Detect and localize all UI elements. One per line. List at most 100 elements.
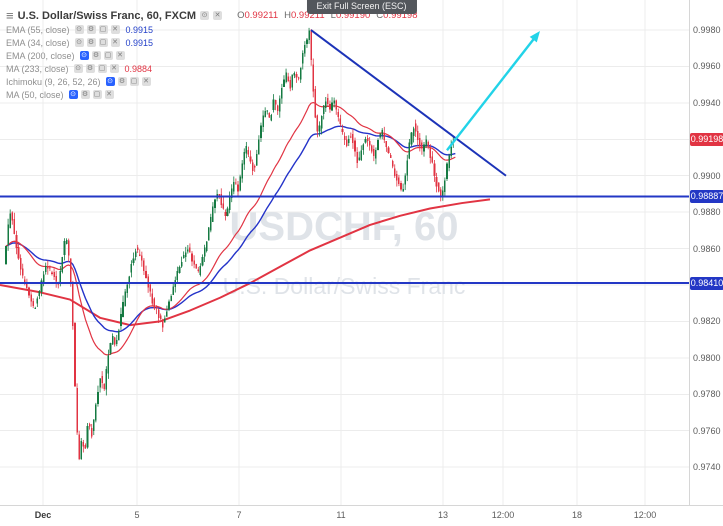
candle-body: [408, 142, 411, 159]
settings-icon[interactable]: ⚙: [85, 64, 95, 73]
indicator-row[interactable]: EMA (34, close) ⊙ ⚙ ▢ ✕ 0.9915: [6, 36, 418, 49]
indicator-value: 0.9884: [124, 63, 153, 74]
ohlc-readout: O0.99211 H0.99211 L0.99190 C0.99198: [231, 10, 417, 21]
candle-body: [178, 267, 181, 274]
indicator-row[interactable]: MA (233, close) ⊙ ⚙ ▢ ✕ 0.9884: [6, 62, 418, 75]
settings-icon[interactable]: ⚙: [91, 51, 101, 60]
settings-icon[interactable]: ⚙: [117, 77, 127, 86]
candle-body: [293, 73, 296, 76]
candle-body: [230, 188, 233, 199]
chart-canvas[interactable]: USDCHF, 60 U.S. Dollar/Swiss Franc: [0, 0, 689, 505]
visibility-icon[interactable]: ⊙: [73, 64, 83, 73]
candle-body: [134, 251, 137, 258]
delete-icon[interactable]: ✕: [104, 90, 114, 99]
close-icon[interactable]: ✕: [213, 11, 223, 20]
candle-body: [337, 111, 340, 118]
candle-body: [429, 147, 432, 158]
candle-body: [128, 276, 131, 284]
candle-body: [360, 150, 363, 161]
style-icon[interactable]: ▢: [97, 64, 107, 73]
candle-body: [318, 125, 321, 132]
candle-body: [103, 384, 106, 390]
indicator-name: EMA (55, close): [6, 24, 70, 35]
projection-arrow-head[interactable]: [529, 30, 540, 43]
candle-body: [345, 139, 348, 146]
candle-body: [82, 442, 85, 447]
visibility-icon[interactable]: ⊙: [74, 38, 84, 47]
visibility-icon[interactable]: ⊙: [68, 90, 78, 99]
indicator-row[interactable]: EMA (200, close) ⊙ ⚙ ▢ ✕: [6, 49, 418, 62]
candle-body: [36, 298, 39, 304]
candle-body: [109, 343, 112, 354]
delete-icon[interactable]: ✕: [110, 38, 120, 47]
visibility-icon[interactable]: ⊙: [79, 51, 89, 60]
indicator-value: 0.9915: [125, 24, 154, 35]
indicator-row[interactable]: Ichimoku (9, 26, 52, 26) ⊙ ⚙ ▢ ✕: [6, 75, 418, 88]
ohlc-open-value: 0.99211: [244, 10, 279, 21]
candle-body: [30, 294, 32, 302]
delete-icon[interactable]: ✕: [141, 77, 151, 86]
time-tick-label: 11: [336, 510, 346, 520]
candle-body: [53, 271, 55, 277]
price-chart[interactable]: USDCHF, 60 U.S. Dollar/Swiss Franc: [0, 0, 689, 505]
exit-fullscreen-button[interactable]: Exit Full Screen (ESC): [306, 0, 417, 14]
candle-body: [446, 163, 448, 179]
candle-body: [251, 162, 254, 171]
candle-body: [362, 144, 365, 150]
candle-body: [55, 276, 57, 282]
candle-body: [74, 322, 76, 387]
candle-body: [400, 183, 402, 190]
candle-body: [47, 266, 49, 269]
delete-icon[interactable]: ✕: [109, 64, 119, 73]
visibility-icon[interactable]: ⊙: [200, 11, 210, 20]
candle-body: [364, 138, 367, 143]
visibility-icon[interactable]: ⊙: [74, 25, 84, 34]
delete-icon[interactable]: ✕: [115, 51, 125, 60]
settings-icon[interactable]: ⚙: [80, 90, 90, 99]
candle-body: [341, 129, 344, 133]
candle-body: [141, 255, 143, 261]
candle-body: [90, 428, 93, 437]
style-icon[interactable]: ▢: [129, 77, 139, 86]
candle-body: [180, 262, 183, 267]
candle-body: [289, 80, 292, 89]
style-icon[interactable]: ▢: [103, 51, 113, 60]
visibility-icon[interactable]: ⊙: [105, 77, 115, 86]
candle-body: [72, 282, 74, 327]
indicator-row[interactable]: EMA (55, close) ⊙ ⚙ ▢ ✕ 0.9915: [6, 23, 418, 36]
style-icon[interactable]: ▢: [92, 90, 102, 99]
ohlc-close-value: 0.99198: [383, 10, 418, 21]
indicator-row[interactable]: MA (50, close) ⊙ ⚙ ▢ ✕: [6, 88, 418, 101]
time-axis[interactable]: Dec 5 7 11 13 12:00 18 12:00: [0, 505, 723, 526]
candle-body: [444, 180, 446, 192]
candle-body: [320, 116, 323, 129]
settings-icon[interactable]: ⚙: [86, 38, 96, 47]
candle-body: [324, 101, 327, 109]
hamburger-menu-icon[interactable]: ≡: [6, 8, 14, 23]
candle-body: [24, 279, 26, 284]
style-icon[interactable]: ▢: [98, 25, 108, 34]
settings-icon[interactable]: ⚙: [86, 25, 96, 34]
time-tick-label: 7: [236, 510, 242, 520]
candle-body: [199, 265, 202, 276]
candle-body: [197, 269, 200, 271]
candle-body: [151, 293, 154, 304]
candle-body: [88, 423, 91, 427]
candle-body: [347, 138, 350, 143]
price-axis[interactable]: 0.99800.99600.99400.99200.99000.98800.98…: [689, 0, 723, 505]
candle-body: [168, 301, 170, 310]
delete-icon[interactable]: ✕: [110, 25, 120, 34]
candle-body: [431, 156, 434, 163]
style-icon[interactable]: ▢: [98, 38, 108, 47]
candle-body: [368, 141, 371, 146]
candle-body: [193, 260, 195, 265]
trendline[interactable]: [310, 29, 507, 177]
projection-arrow-line[interactable]: [446, 35, 537, 151]
candle-body: [377, 140, 379, 150]
candle-body: [228, 196, 231, 210]
candle-body: [375, 150, 377, 159]
symbol-title[interactable]: U.S. Dollar/Swiss Franc, 60, FXCM: [17, 9, 197, 22]
candle-body: [437, 182, 440, 192]
candle-body: [21, 268, 24, 276]
